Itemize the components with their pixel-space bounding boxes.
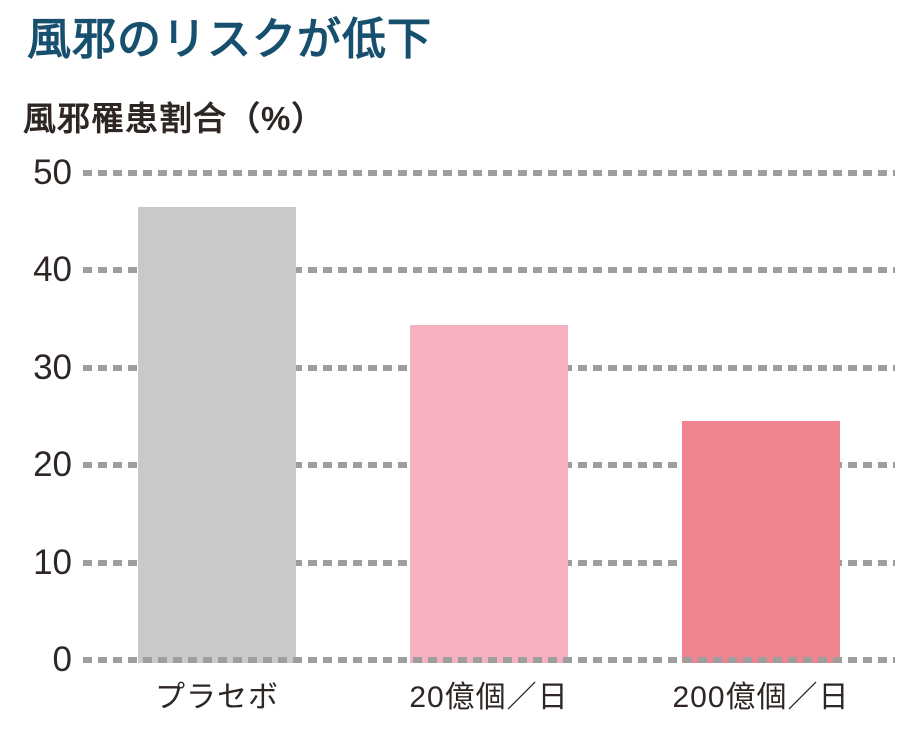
gridline-y0 [83,657,895,663]
y-tick-label-20: 20 [33,445,72,485]
chart-title: 風邪のリスクが低下 [27,15,432,64]
x-axis-label-3: 200億個／日 [672,681,850,714]
gridline-y50 [83,170,895,176]
y-tick-label-0: 0 [52,640,72,679]
x-axis-label-2: 20億個／日 [409,681,569,714]
bar-1 [138,207,296,663]
y-tick-label-30: 30 [33,347,72,387]
y-axis-title: 風邪罹患割合（%） [23,100,326,137]
y-tick-label-40: 40 [33,250,72,290]
bar-2 [410,324,568,663]
y-tick-label-50: 50 [33,153,72,192]
gridline-y40 [83,267,895,274]
y-tick-label-10: 10 [33,542,72,582]
x-axis-label-1: プラセボ [155,681,279,714]
bar-3 [682,421,840,663]
